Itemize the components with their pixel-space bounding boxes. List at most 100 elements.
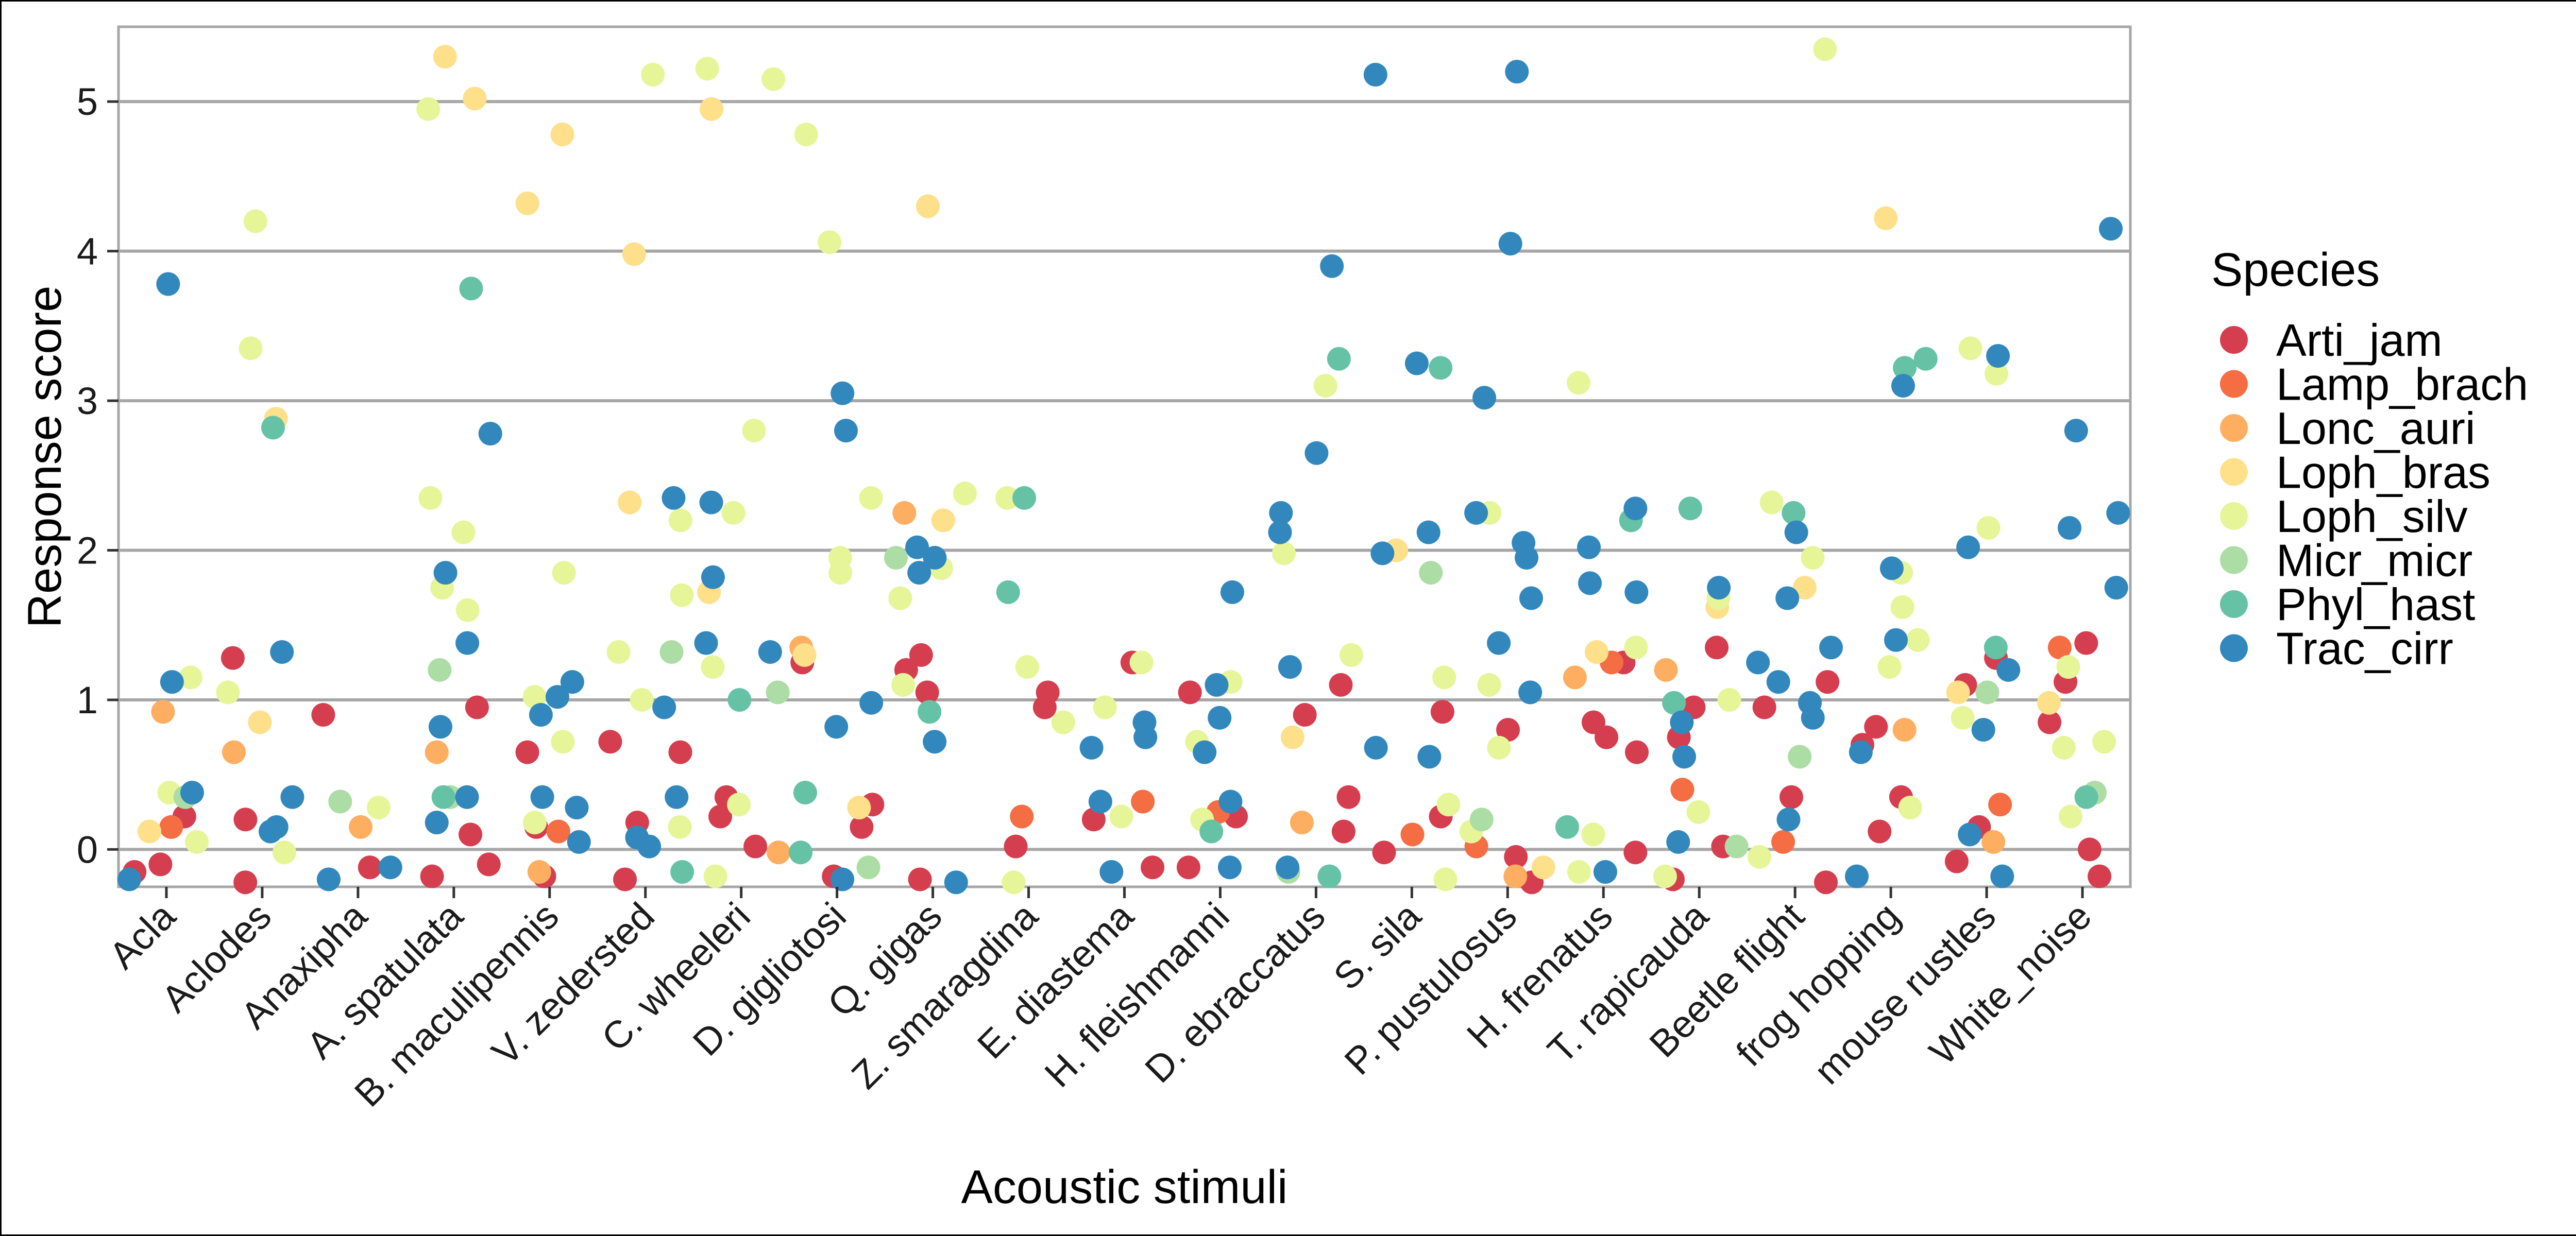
data-point-trac-cirr (1578, 571, 1602, 595)
data-point-trac-cirr (831, 381, 855, 405)
legend-swatch (2220, 590, 2248, 618)
data-point-trac-cirr (1404, 351, 1429, 375)
data-point-loph-silv (1581, 822, 1605, 847)
data-point-lonc-auri (151, 700, 175, 724)
data-point-lamp-brach (1988, 793, 2012, 817)
data-point-loph-silv (794, 123, 818, 147)
data-point-lonc-auri (1503, 864, 1528, 888)
data-point-arti-jam (221, 646, 245, 670)
data-point-phyl-hast (1913, 347, 1938, 371)
y-tick-label: 0 (77, 828, 98, 871)
data-point-loph-silv (522, 685, 547, 709)
data-point-loph-silv (1985, 362, 2009, 386)
data-point-trac-cirr (1417, 745, 1442, 769)
data-point-loph-silv (1898, 796, 1922, 820)
data-point-trac-cirr (637, 834, 662, 859)
data-point-micr-micr (1469, 808, 1494, 832)
data-point-trac-cirr (1666, 830, 1690, 854)
data-point-arti-jam (850, 815, 874, 839)
data-point-loph-bras (1792, 576, 1817, 600)
data-point-trac-cirr (699, 490, 723, 514)
data-point-micr-micr (1975, 680, 1999, 705)
data-point-trac-cirr (923, 546, 947, 570)
data-point-loph-silv (670, 583, 694, 607)
data-point-loph-bras (1531, 855, 1555, 880)
data-point-phyl-hast (793, 781, 817, 805)
data-point-loph-silv (416, 97, 440, 121)
data-point-arti-jam (1178, 680, 1202, 705)
data-point-phyl-hast (918, 700, 942, 724)
y-tick-label: 1 (77, 679, 98, 722)
data-point-loph-bras (137, 819, 161, 844)
data-point-trac-cirr (530, 785, 554, 809)
data-point-loph-silv (1567, 371, 1591, 395)
data-point-loph-silv (1339, 643, 1363, 667)
data-point-lamp-brach (546, 819, 570, 844)
legend-swatch (2220, 458, 2248, 486)
data-point-arti-jam (2074, 631, 2098, 655)
data-point-loph-silv (1686, 800, 1710, 824)
data-point-trac-cirr (160, 670, 184, 694)
data-point-trac-cirr (1268, 520, 1292, 544)
data-point-trac-cirr (2099, 217, 2123, 241)
data-point-trac-cirr (428, 715, 452, 739)
data-point-loph-silv (1567, 860, 1591, 884)
data-point-phyl-hast (1782, 501, 1806, 525)
data-point-loph-silv (551, 730, 575, 754)
data-point-loph-bras (916, 194, 940, 218)
data-point-trac-cirr (1775, 586, 1800, 610)
data-point-loph-silv (1433, 867, 1458, 891)
data-point-trac-cirr (259, 819, 283, 844)
data-point-phyl-hast (1429, 356, 1453, 380)
data-point-arti-jam (311, 703, 335, 727)
data-point-loph-silv (859, 486, 883, 510)
data-point-trac-cirr (270, 640, 294, 664)
data-point-trac-cirr (1776, 808, 1801, 832)
data-point-trac-cirr (1670, 710, 1694, 734)
data-point-loph-silv (1129, 650, 1154, 675)
data-point-trac-cirr (1623, 496, 1648, 521)
y-axis: 0 1 2 3 4 5 (77, 80, 118, 871)
data-point-trac-cirr (1593, 860, 1617, 884)
data-point-phyl-hast (1317, 864, 1342, 888)
data-point-trac-cirr (1624, 580, 1649, 604)
data-point-trac-cirr (316, 867, 341, 891)
data-point-arti-jam (477, 852, 501, 877)
data-point-loph-silv (1653, 864, 1677, 888)
data-point-arti-jam (2038, 710, 2062, 734)
data-point-loph-silv (2058, 804, 2082, 829)
data-point-arti-jam (1814, 870, 1838, 895)
data-point-trac-cirr (1746, 650, 1770, 675)
data-point-loph-silv (888, 586, 912, 610)
data-point-loph-silv (668, 815, 692, 839)
plot-panel-border (117, 25, 2132, 888)
data-point-trac-cirr (2057, 516, 2081, 540)
data-point-lonc-auri (1563, 665, 1587, 690)
data-point-arti-jam (1372, 840, 1396, 865)
data-point-trac-cirr (1088, 789, 1112, 814)
legend-label: Phyl_hast (2276, 579, 2475, 630)
data-point-loph-silv (178, 665, 202, 690)
data-point-trac-cirr (1515, 546, 1539, 570)
data-point-loph-silv (1109, 804, 1133, 829)
data-point-trac-cirr (378, 855, 402, 880)
data-point-lonc-auri (425, 740, 449, 764)
legend-label: Lonc_auri (2276, 403, 2476, 454)
data-point-arti-jam (598, 730, 622, 754)
data-point-trac-cirr (1672, 745, 1697, 769)
data-point-phyl-hast (261, 416, 285, 440)
data-point-arti-jam (1141, 855, 1165, 880)
data-point-arti-jam (2088, 864, 2112, 888)
data-point-lonc-auri (527, 860, 551, 884)
data-point-trac-cirr (1099, 860, 1124, 884)
data-point-loph-silv (239, 336, 263, 360)
data-point-trac-cirr (1363, 62, 1387, 87)
data-point-arti-jam (1780, 785, 1804, 809)
data-point-loph-silv (761, 67, 786, 91)
data-point-lamp-brach (2047, 636, 2072, 660)
data-point-lamp-brach (159, 815, 183, 839)
data-point-trac-cirr (923, 730, 947, 754)
data-point-loph-silv (668, 508, 692, 533)
data-point-trac-cirr (831, 867, 855, 891)
data-point-arti-jam (708, 804, 733, 829)
